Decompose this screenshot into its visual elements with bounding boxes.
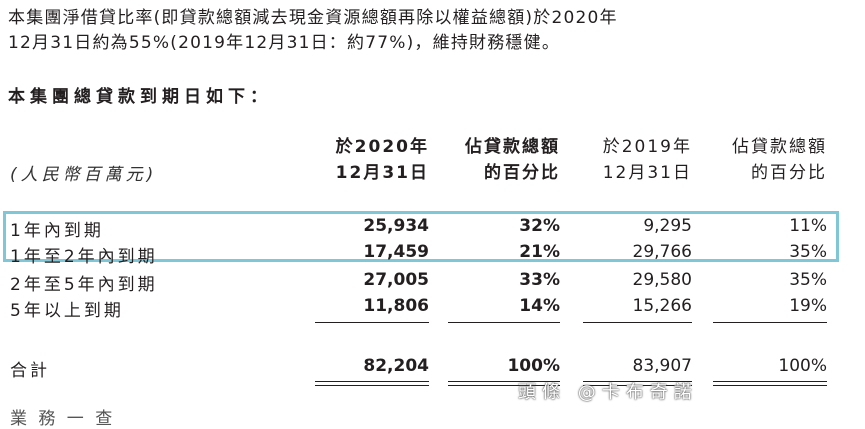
paragraph-line-2: 12月31日約為55%(2019年12月31日：約77%)，維持財務穩健。 [8,33,561,53]
watermark-text: 頭條 @卡布奇諾 [518,382,698,403]
row-label: 1年至2年內到期 [10,247,158,267]
cell-2019-percent: 35% [789,270,827,290]
double-rule-2019-amount [583,381,692,386]
cell-2020-percent: 21% [519,242,560,262]
cell-2020-amount: 27,005 [363,270,429,290]
table-row: 1年至2年內到期 17,459 21% 29,766 35% [0,242,865,268]
highlight-box [3,211,839,262]
double-rule-2020-percent [448,381,560,386]
table-row: 1年內到期 25,934 32% 9,295 11% [0,216,865,242]
row-label: 1年內到期 [10,221,104,241]
paragraph-line-1: 本集團淨借貸比率(即貸款總額減去現金資源總額再除以權益總額)於2020年 [8,8,618,28]
rule-2020-amount [315,322,429,323]
cell-2019-amount: 15,266 [632,296,692,316]
cell-2020-amount: 11,806 [363,296,429,316]
row-label: 2年至5年內到期 [10,275,158,295]
total-row: 合計 82,204 100% 83,907 100% [0,356,865,382]
cell-2019-percent: 19% [789,296,827,316]
cell-2020-percent: 14% [519,296,560,316]
column-header-2020-percent: 佔貸款總額 的百分比 [465,137,560,183]
column-header-2019-amount: 於2019年 12月31日 [602,137,692,183]
cell-2019-percent: 35% [789,242,827,262]
total-2020-amount: 82,204 [363,356,429,376]
cell-2020-percent: 33% [519,270,560,290]
unit-label: (人民幣百萬元) [10,165,158,185]
total-2019-percent: 100% [778,356,827,376]
cell-2019-percent: 11% [789,216,827,236]
total-label: 合計 [10,361,50,381]
cell-2019-amount: 29,580 [632,270,692,290]
total-2020-percent: 100% [507,356,560,376]
column-header-2019-percent: 佔貸款總額 的百分比 [732,137,827,183]
total-2019-amount: 83,907 [632,356,692,376]
table-row: 5年以上到期 11,806 14% 15,266 19% [0,296,865,322]
net-gearing-paragraph: 本集團淨借貸比率(即貸款總額減去現金資源總額再除以權益總額)於2020年 12月… [8,6,858,56]
rule-2019-percent [713,322,827,323]
double-rule-2019-percent [713,381,827,386]
table-row: 2年至5年內到期 27,005 33% 29,580 35% [0,270,865,296]
cutoff-text: 業 務 一 查 [10,409,116,429]
cell-2020-percent: 32% [519,216,560,236]
cell-2020-amount: 17,459 [363,242,429,262]
row-label: 5年以上到期 [10,301,124,321]
rule-2019-amount [583,322,692,323]
rule-2020-percent [448,322,560,323]
section-heading: 本集團總貸款到期日如下： [8,87,272,107]
cell-2019-amount: 29,766 [632,242,692,262]
double-rule-2020-amount [315,381,429,386]
column-header-2020-amount: 於2020年 12月31日 [335,137,429,183]
cell-2020-amount: 25,934 [363,216,429,236]
cell-2019-amount: 9,295 [643,216,692,236]
